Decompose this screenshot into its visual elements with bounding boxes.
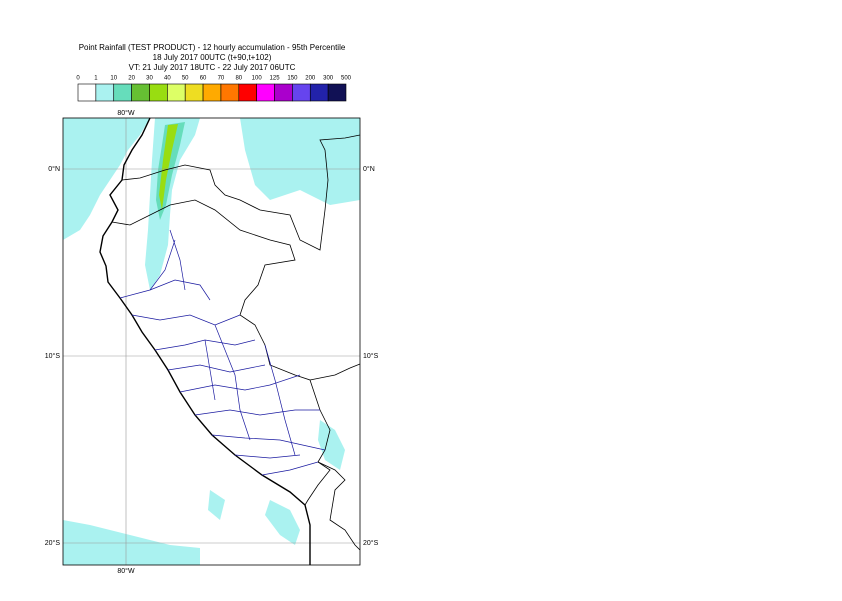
rain-area bbox=[159, 124, 178, 210]
legend-label: 100 bbox=[252, 76, 263, 82]
legend-swatch bbox=[95, 83, 115, 102]
border bbox=[309, 363, 361, 551]
legend-swatch bbox=[238, 83, 257, 102]
lon-label: 80°W bbox=[117, 567, 135, 575]
legend-swatch bbox=[149, 83, 168, 102]
rain-area bbox=[63, 118, 150, 240]
legend-swatch bbox=[184, 83, 204, 102]
border bbox=[121, 134, 361, 251]
legend-swatch bbox=[274, 83, 293, 102]
legend-swatch bbox=[167, 83, 186, 102]
coastline bbox=[99, 117, 311, 565]
legend-swatch bbox=[309, 83, 329, 102]
rain-area bbox=[265, 500, 300, 545]
rain-area bbox=[63, 520, 200, 565]
legend-swatch bbox=[77, 83, 97, 102]
legend-label: 60 bbox=[200, 76, 207, 82]
legend-label: 70 bbox=[218, 76, 225, 82]
legend-swatch bbox=[113, 83, 132, 102]
legend-label: 50 bbox=[182, 76, 189, 82]
rain-area bbox=[208, 490, 225, 520]
legend-swatch bbox=[131, 83, 150, 102]
lat-label: 20°S bbox=[45, 539, 61, 547]
legend-swatch bbox=[220, 83, 240, 102]
map bbox=[62, 117, 361, 566]
region-boundary bbox=[149, 229, 296, 456]
lat-label: 0°N bbox=[48, 165, 60, 173]
lat-label: 10°S bbox=[363, 352, 379, 360]
title-line: Point Rainfall (TEST PRODUCT) - 12 hourl… bbox=[79, 43, 346, 52]
lat-label: 10°S bbox=[45, 352, 61, 360]
legend-label: 150 bbox=[287, 76, 298, 82]
lon-label: 80°W bbox=[117, 109, 135, 117]
rain-areas bbox=[63, 118, 360, 565]
map-frame bbox=[62, 117, 361, 566]
legend-label: 30 bbox=[146, 76, 153, 82]
title-line: VT: 21 July 2017 18UTC - 22 July 2017 06… bbox=[129, 63, 296, 72]
legend-label: 500 bbox=[341, 76, 352, 82]
legend-swatch bbox=[292, 83, 311, 102]
lat-label: 20°S bbox=[363, 539, 379, 547]
legend-label: 20 bbox=[128, 76, 135, 82]
legend-swatch bbox=[202, 83, 222, 102]
title-block: Point Rainfall (TEST PRODUCT) - 12 hourl… bbox=[79, 43, 346, 72]
legend-label: 10 bbox=[110, 76, 117, 82]
legend-label: 200 bbox=[305, 76, 316, 82]
legend-label: 0 bbox=[76, 76, 80, 82]
title-line: 18 July 2017 00UTC (t+90,t+102) bbox=[153, 53, 272, 62]
lat-label: 0°N bbox=[363, 165, 375, 173]
rain-area bbox=[318, 420, 345, 470]
legend: 0 1 10 20 30 40 50 60 70 80 100 125 150 200 300 500 bbox=[76, 76, 352, 102]
legend-label: 125 bbox=[270, 76, 281, 82]
legend-label: 1 bbox=[94, 76, 98, 82]
legend-swatch bbox=[256, 83, 275, 102]
rain-area bbox=[240, 118, 360, 205]
legend-swatch bbox=[327, 83, 347, 102]
rain-area bbox=[145, 118, 200, 290]
legend-label: 80 bbox=[235, 76, 242, 82]
legend-label: 40 bbox=[164, 76, 171, 82]
legend-label: 300 bbox=[323, 76, 334, 82]
map-labels: 80°W 80°W 0°N 0°N 10°S 10°S 20°S 20°S bbox=[45, 109, 379, 575]
